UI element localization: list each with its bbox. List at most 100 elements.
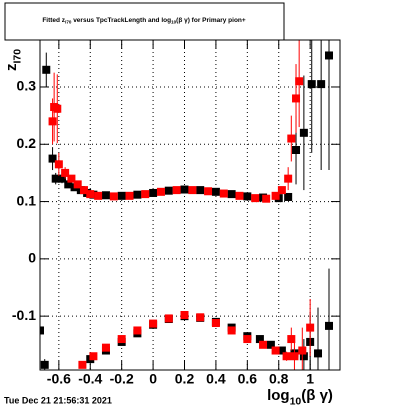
subscript: I70 xyxy=(65,19,72,24)
marker xyxy=(306,323,315,332)
subscript: 10 xyxy=(290,395,302,407)
marker xyxy=(299,352,308,361)
label-part: versus TpcTrackLength and log xyxy=(71,17,171,24)
marker xyxy=(164,314,173,323)
marker xyxy=(117,335,126,344)
marker xyxy=(196,186,205,195)
marker xyxy=(290,352,299,361)
marker xyxy=(299,128,308,137)
label-part: (β γ) for Primary pion+ xyxy=(176,17,246,24)
marker xyxy=(314,349,323,358)
marker xyxy=(94,191,103,200)
marker xyxy=(255,335,264,344)
marker xyxy=(277,186,286,195)
marker xyxy=(73,180,82,189)
marker xyxy=(266,340,275,349)
label: Fitted zI70 versus TpcTrackLength and lo… xyxy=(42,17,246,25)
marker xyxy=(125,191,134,200)
marker xyxy=(271,191,280,200)
marker xyxy=(64,180,73,189)
y-tick-label: -0.1 xyxy=(12,307,36,323)
marker xyxy=(78,360,87,369)
x-tick-label: 0 xyxy=(149,371,157,387)
marker xyxy=(243,335,252,344)
marker xyxy=(227,190,236,199)
marker xyxy=(67,174,76,183)
marker xyxy=(287,335,296,344)
subscript: I70 xyxy=(11,49,23,64)
marker xyxy=(57,174,66,183)
marker xyxy=(40,326,44,335)
marker xyxy=(307,80,316,89)
marker xyxy=(40,360,49,369)
marker xyxy=(53,104,62,113)
marker xyxy=(141,190,150,199)
y-tick-label: 0.2 xyxy=(17,135,37,151)
title-box xyxy=(4,2,285,41)
x-tick-label: 0.2 xyxy=(175,371,195,387)
x-tick-label: -0.6 xyxy=(47,371,71,387)
marker xyxy=(284,192,293,201)
x-tick-label: 0.8 xyxy=(269,371,289,387)
marker xyxy=(164,186,173,195)
x-tick-label: 0.6 xyxy=(238,371,258,387)
marker xyxy=(89,352,98,361)
y-tick-label: 0.3 xyxy=(17,78,37,94)
label-part: (β γ) xyxy=(301,387,333,404)
marker xyxy=(284,174,293,183)
x-tick-label: 1 xyxy=(306,371,314,387)
label-part: z xyxy=(3,64,20,72)
marker xyxy=(101,191,110,200)
marker xyxy=(282,352,291,361)
marker xyxy=(211,187,220,196)
marker xyxy=(325,321,334,330)
label-part: Fitted z xyxy=(42,17,65,24)
marker xyxy=(133,326,142,335)
y-tick-label: 0.1 xyxy=(17,192,37,208)
marker xyxy=(251,194,260,203)
y-tick-label: 0 xyxy=(28,250,36,266)
marker xyxy=(180,311,189,319)
marker xyxy=(180,185,189,194)
label: log10(β γ) xyxy=(267,387,333,407)
subscript: 10 xyxy=(171,19,177,24)
marker xyxy=(48,117,57,126)
label: zI70 xyxy=(3,49,23,71)
marker xyxy=(262,194,271,203)
marker xyxy=(149,188,158,197)
marker xyxy=(117,191,126,200)
marker xyxy=(219,189,228,198)
marker xyxy=(325,51,334,60)
marker xyxy=(101,343,110,352)
label-part: log xyxy=(267,387,290,404)
marker xyxy=(298,346,307,355)
marker xyxy=(211,319,220,328)
marker xyxy=(61,168,70,177)
marker xyxy=(235,191,244,200)
x-tick-label: -0.2 xyxy=(110,371,134,387)
marker xyxy=(317,80,326,89)
marker xyxy=(204,187,213,196)
marker xyxy=(149,319,158,328)
marker xyxy=(51,174,60,183)
x-tick-label: 0.4 xyxy=(206,371,226,387)
marker xyxy=(42,65,51,74)
marker xyxy=(133,190,142,199)
marker xyxy=(188,186,197,195)
x-tick-label: -0.4 xyxy=(78,371,102,387)
marker xyxy=(292,94,301,103)
marker xyxy=(172,186,181,195)
marker xyxy=(156,187,165,196)
marker xyxy=(79,186,88,195)
marker xyxy=(54,160,63,169)
marker xyxy=(196,313,205,322)
marker xyxy=(259,340,268,349)
marker xyxy=(227,326,236,335)
marker xyxy=(295,77,304,86)
marker xyxy=(109,192,118,201)
footer: Tue Dec 21 21:56:31 2021 xyxy=(4,395,112,405)
marker xyxy=(271,346,280,355)
marker xyxy=(287,134,296,143)
